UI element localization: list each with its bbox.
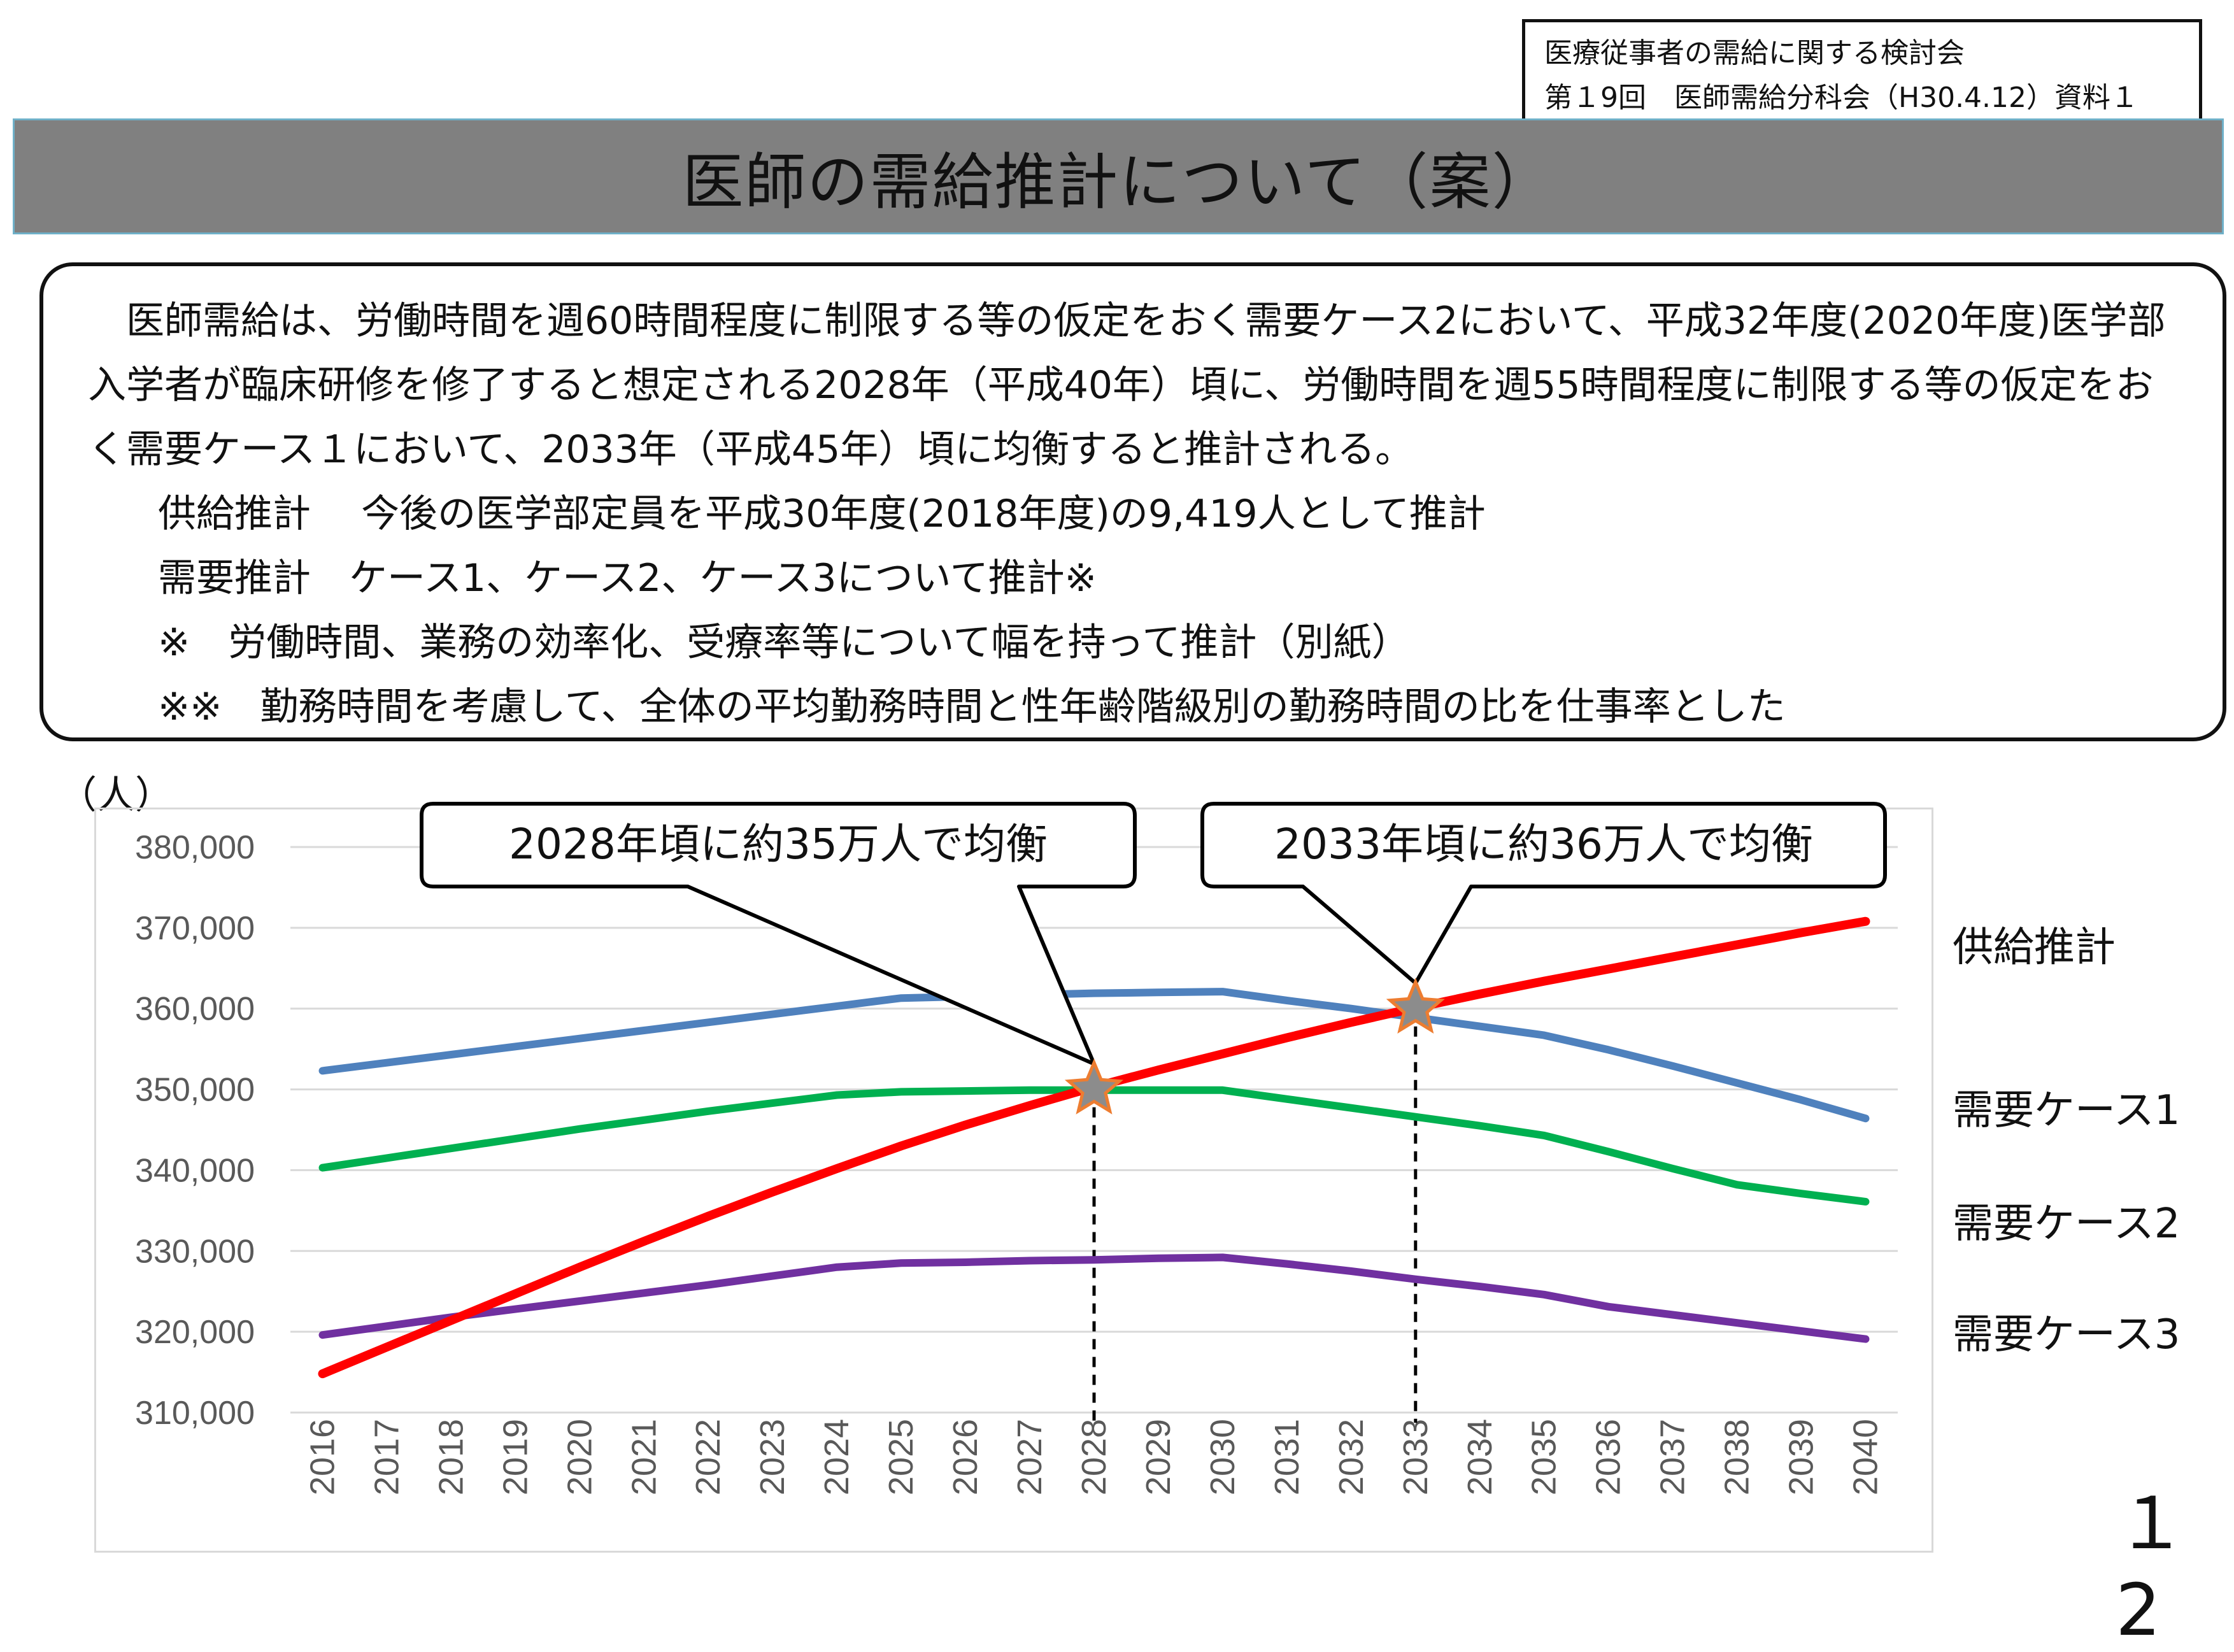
x-tick-label: 2027 (1011, 1419, 1049, 1495)
x-tick-label: 2038 (1718, 1419, 1756, 1495)
x-tick-label: 2037 (1654, 1419, 1692, 1495)
y-tick-label: 330,000 (135, 1233, 255, 1270)
page-title: 医師の需給推計について（案） (682, 146, 1555, 218)
source-box: 医療従事者の需給に関する検討会 第１9回 医師需給分科会（H30.4.12）資料… (1522, 19, 2202, 124)
footnote-2: ※※ 勤務時間を考慮して、全体の平均勤務時間と性年齢階級別の勤務時間の比を仕事率… (158, 685, 1786, 729)
callout-box (420, 802, 1137, 1066)
x-tick-label: 2016 (303, 1419, 341, 1495)
y-tick-label: 370,000 (135, 910, 255, 947)
x-tick-label: 2017 (367, 1419, 406, 1495)
y-tick-label: 350,000 (135, 1072, 255, 1109)
x-tick-label: 2030 (1204, 1419, 1242, 1495)
title-bar: 医師の需給推計について（案） (13, 118, 2224, 234)
series-line (318, 988, 1870, 1123)
x-tick-label: 2036 (1590, 1419, 1628, 1495)
x-tick-label: 2035 (1525, 1419, 1563, 1495)
y-tick-label: 360,000 (135, 991, 255, 1028)
y-tick-label: 340,000 (135, 1152, 255, 1189)
legend-label-supply: 供給推計 (1953, 924, 2116, 971)
summary-paragraph: 医師需給は、労働時間を週60時間程度に制限する等の仮定をおく需要ケース2において… (88, 299, 2166, 472)
y-tick-label: 320,000 (135, 1314, 255, 1351)
x-tick-label: 2029 (1139, 1419, 1177, 1495)
x-tick-label: 2020 (560, 1419, 599, 1495)
x-tick-label: 2028 (1075, 1419, 1113, 1495)
footnote-1: ※ 労働時間、業務の効率化、受療率等について幅を持って推計（別紙） (158, 620, 1410, 665)
y-axis-unit-label: （人） (59, 773, 173, 818)
page-number: １2 (2116, 1483, 2192, 1652)
x-tick-label: 2025 (882, 1419, 920, 1495)
x-tick-label: 2018 (432, 1419, 470, 1495)
source-line-2: 第１9回 医師需給分科会（H30.4.12）資料１ (1544, 82, 2139, 114)
y-tick-label: 310,000 (135, 1395, 255, 1432)
equilibrium-star-icon (1386, 978, 1445, 1034)
x-tick-label: 2031 (1268, 1419, 1306, 1495)
callout-box (1200, 802, 1887, 985)
summary-box: 医師需給は、労働時間を週60時間程度に制限する等の仮定をおく需要ケース2において… (39, 262, 2226, 741)
equilibrium-star-icon (1064, 1058, 1124, 1114)
x-tick-label: 2023 (753, 1419, 792, 1495)
legend-label-demand-case-3: 需要ケース3 (1953, 1311, 2181, 1358)
demand-estimate-note: 需要推計 ケース1、ケース2、ケース3について推計※ (158, 556, 1097, 601)
callout-text: 2028年頃に約35万人で均衡 (509, 820, 1048, 869)
series-line (318, 1253, 1870, 1343)
legend-label-demand-case-2: 需要ケース2 (1953, 1200, 2181, 1248)
x-tick-label: 2032 (1332, 1419, 1370, 1495)
x-tick-label: 2040 (1847, 1419, 1885, 1495)
x-tick-label: 2034 (1461, 1419, 1499, 1495)
source-line-1: 医療従事者の需給に関する検討会 (1544, 37, 1965, 69)
x-tick-label: 2024 (818, 1419, 856, 1495)
x-tick-label: 2019 (496, 1419, 534, 1495)
x-tick-label: 2021 (625, 1419, 663, 1495)
callout-text: 2033年頃に約36万人で均衡 (1274, 820, 1813, 869)
x-tick-label: 2039 (1782, 1419, 1821, 1495)
y-tick-label: 380,000 (135, 829, 255, 866)
line-chart: 310,000 320,000 330,000 340,000 350,000 360,0… (135, 802, 1898, 1495)
x-tick-label: 2022 (689, 1419, 727, 1495)
supply-estimate-note: 供給推計 今後の医学部定員を平成30年度(2018年度)の9,419人として推計 (158, 492, 1486, 536)
legend-label-demand-case-1: 需要ケース1 (1953, 1087, 2181, 1134)
x-tick-label: 2033 (1397, 1419, 1435, 1495)
x-tick-label: 2026 (946, 1419, 985, 1495)
